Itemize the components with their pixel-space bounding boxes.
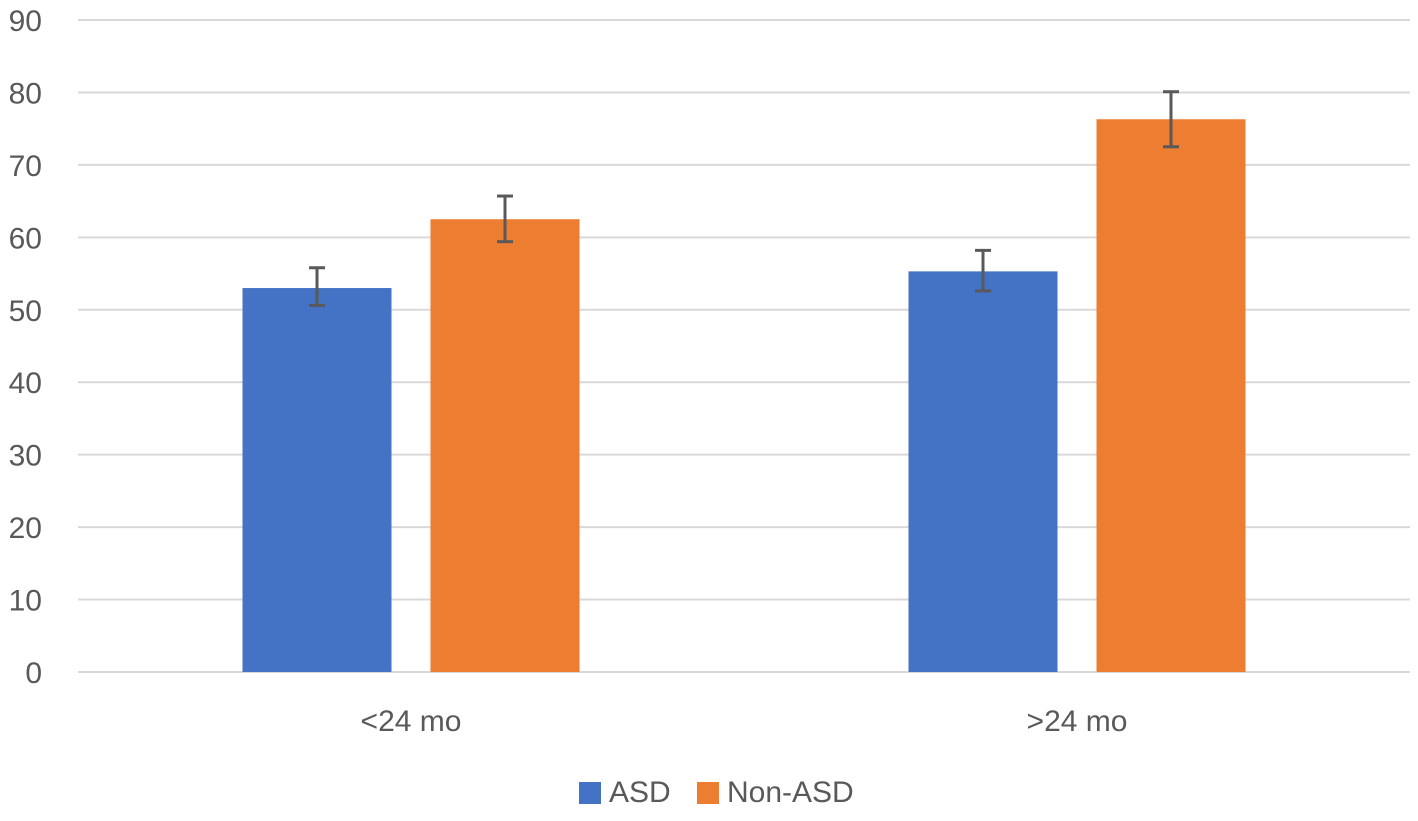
x-axis-labels: <24 mo >24 mo	[361, 705, 1128, 738]
legend-label: ASD	[609, 776, 671, 809]
y-tick-label: 90	[9, 5, 42, 38]
legend-label: Non-ASD	[727, 776, 854, 809]
bar-non-asd-0	[430, 219, 580, 672]
x-category-label: >24 mo	[1027, 705, 1128, 738]
y-tick-label: 70	[9, 150, 42, 183]
y-tick-label: 10	[9, 585, 42, 618]
y-tick-label: 0	[25, 657, 42, 690]
bars	[242, 119, 1246, 672]
y-tick-label: 60	[9, 222, 42, 255]
bar-asd-0	[242, 288, 392, 672]
bar-asd-1	[908, 271, 1058, 672]
y-tick-label: 80	[9, 77, 42, 110]
y-tick-label: 40	[9, 367, 42, 400]
legend: ASD Non-ASD	[579, 776, 854, 809]
error-bars	[309, 90, 1179, 307]
y-tick-label: 20	[9, 512, 42, 545]
y-axis-ticks: 0 10 20 30 40 50 60 70 80 90	[9, 5, 42, 690]
x-category-label: <24 mo	[361, 705, 462, 738]
bar-non-asd-1	[1096, 119, 1246, 672]
legend-swatch-asd	[579, 782, 601, 804]
legend-swatch-non-asd	[697, 782, 719, 804]
y-tick-label: 50	[9, 295, 42, 328]
y-tick-label: 30	[9, 440, 42, 473]
